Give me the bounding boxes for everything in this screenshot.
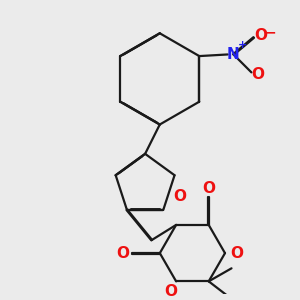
Text: +: +	[238, 40, 247, 50]
Text: O: O	[116, 246, 130, 261]
Text: O: O	[230, 246, 243, 261]
Text: N: N	[227, 47, 240, 62]
Text: O: O	[173, 189, 186, 204]
Text: O: O	[164, 284, 177, 299]
Text: −: −	[265, 26, 277, 40]
Text: O: O	[254, 28, 267, 44]
Text: O: O	[202, 181, 215, 196]
Text: O: O	[251, 68, 264, 82]
